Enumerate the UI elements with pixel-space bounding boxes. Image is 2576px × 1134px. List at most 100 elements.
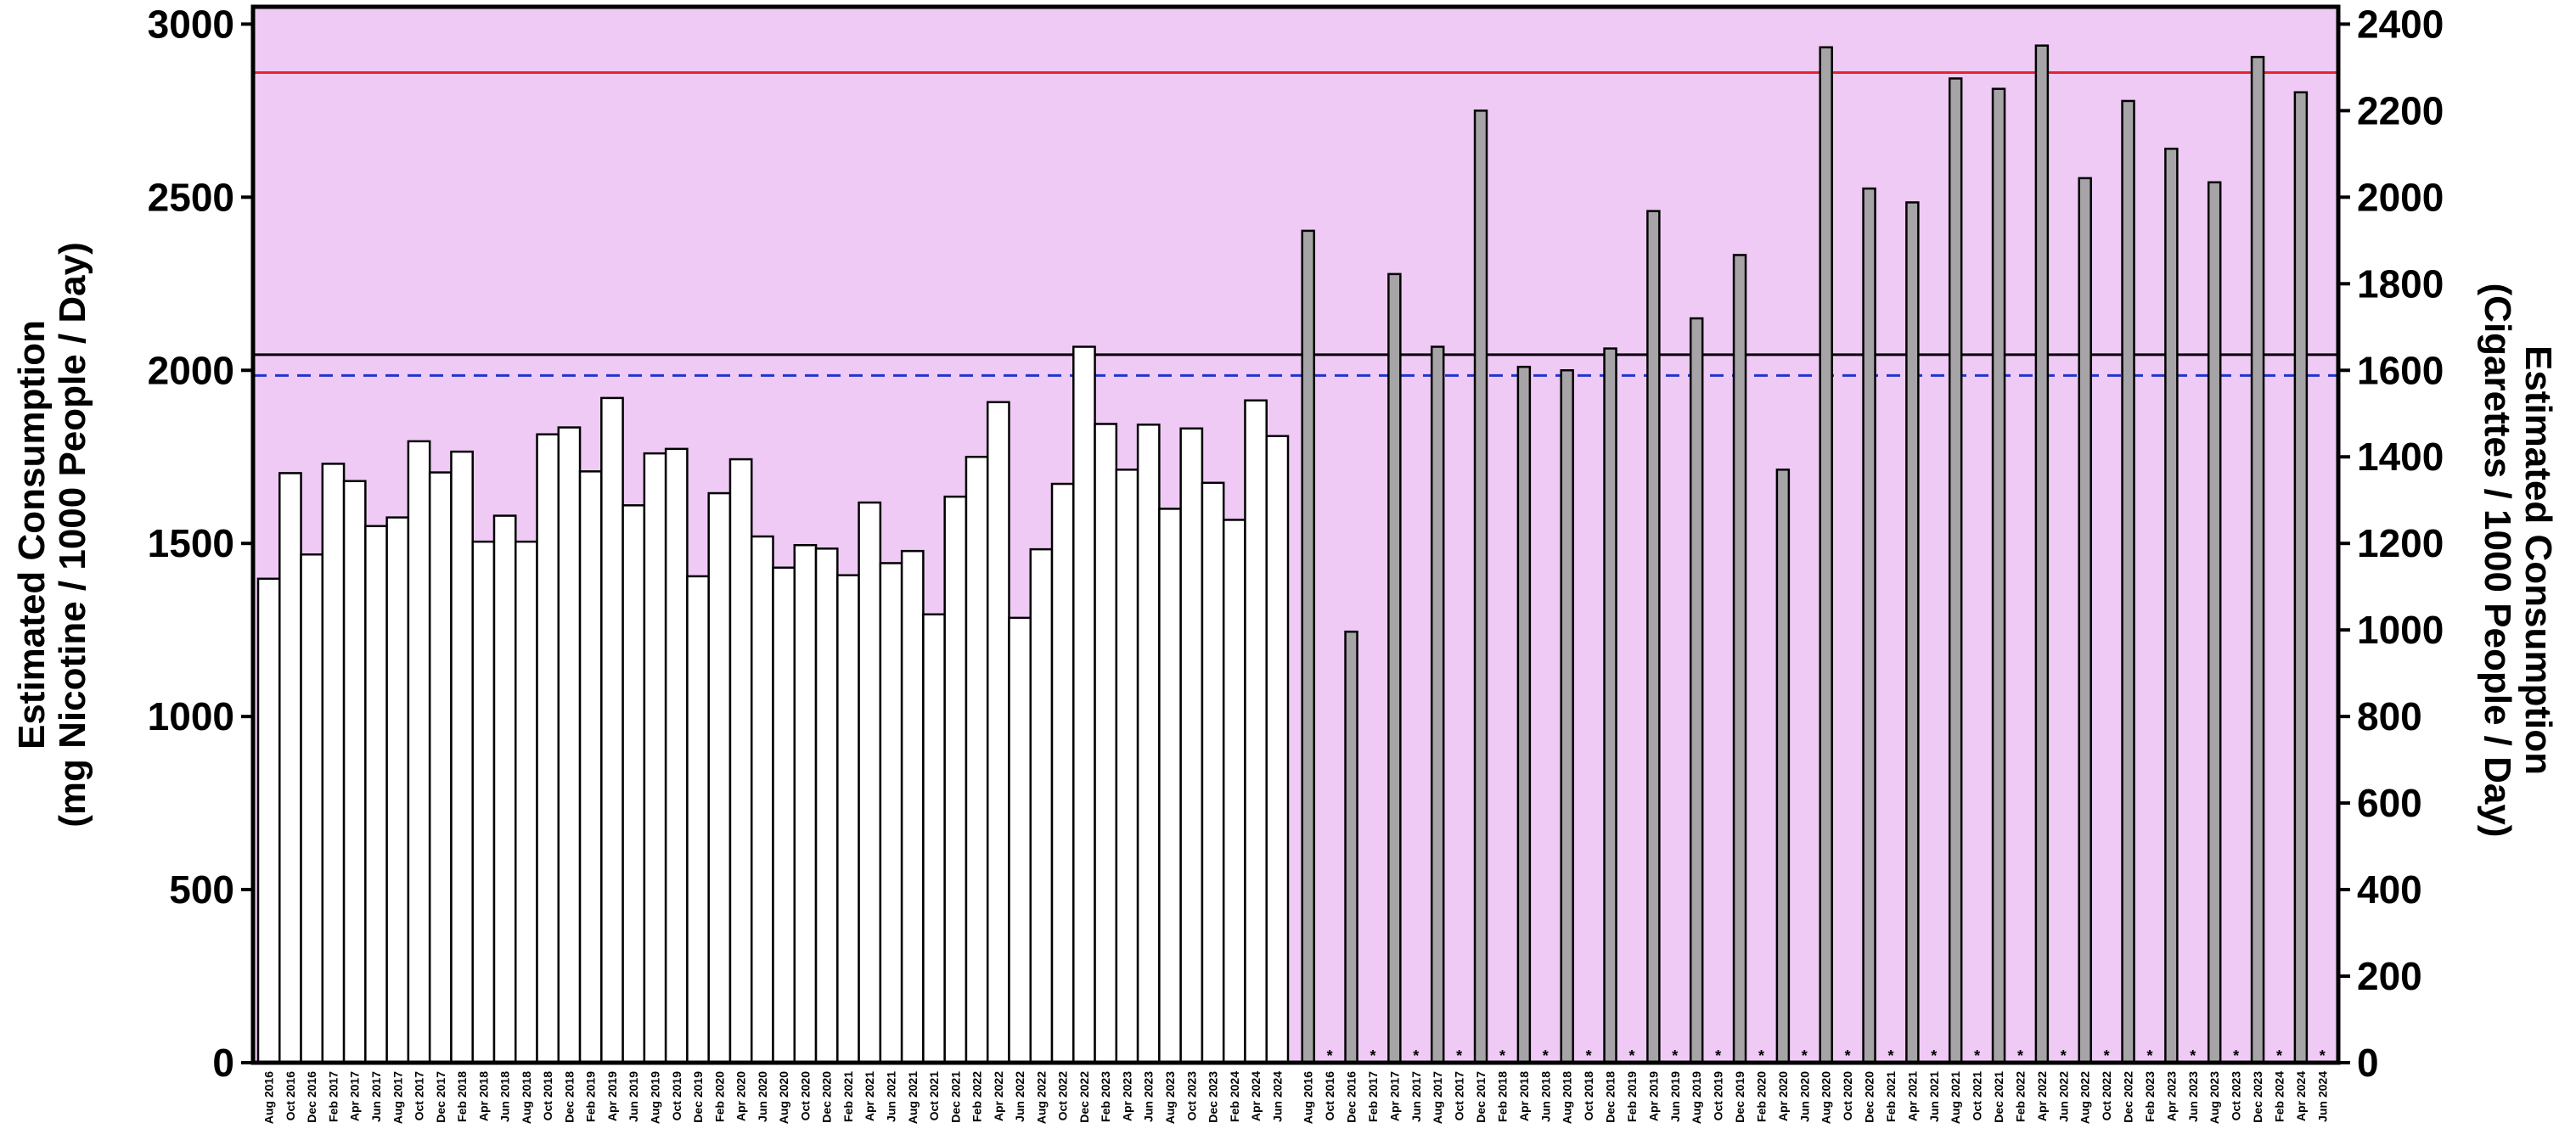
bar-series1-3 xyxy=(321,463,346,1064)
right-tick-label-600: 600 xyxy=(2357,781,2422,825)
bar-series1-40 xyxy=(1115,469,1139,1064)
x-tick-label-s2-37: Oct 2022 xyxy=(2100,1071,2113,1121)
significance-marker-19: * xyxy=(1715,1047,1721,1064)
x-tick-label-s1-20: Dec 2019 xyxy=(691,1071,705,1123)
x-tick-label-s1-30: Aug 2021 xyxy=(906,1071,920,1124)
bar-series2-38 xyxy=(2121,99,2135,1064)
x-tick-label-s1-14: Dec 2018 xyxy=(562,1071,576,1123)
x-tick-label-s1-9: Feb 2018 xyxy=(455,1071,469,1122)
bar-series1-35 xyxy=(1008,616,1032,1064)
x-tick-label-s2-40: Apr 2023 xyxy=(2164,1071,2178,1121)
bar-series1-10 xyxy=(471,540,496,1064)
right-axis: 0 200 400 600 800 1000 1200 1400 1600 1800 2000 220… xyxy=(2338,2,2444,1085)
x-tick-label-s2-17: Jun 2019 xyxy=(1668,1071,1682,1122)
bar-series1-6 xyxy=(385,516,410,1064)
x-tick-label-s2-27: Feb 2021 xyxy=(1884,1071,1898,1122)
bar-series1-31 xyxy=(922,613,946,1064)
x-tick-label-s2-24: Aug 2020 xyxy=(1820,1071,1833,1124)
x-tick-label-s1-21: Feb 2020 xyxy=(712,1071,726,1122)
x-tick-label-s1-6: Aug 2017 xyxy=(391,1071,404,1124)
x-tick-label-s2-14: Dec 2018 xyxy=(1604,1071,1617,1123)
x-tick-label-s1-34: Apr 2022 xyxy=(992,1071,1005,1121)
left-tick-label-2000: 2000 xyxy=(148,348,234,392)
bar-series1-39 xyxy=(1094,423,1118,1064)
significance-marker-5: * xyxy=(1413,1047,1419,1064)
x-tick-label-s2-11: Jun 2018 xyxy=(1538,1071,1552,1122)
bar-series1-22 xyxy=(728,458,753,1064)
bar-series1-33 xyxy=(965,455,989,1064)
x-tick-label-s2-20: Dec 2019 xyxy=(1733,1071,1746,1123)
significance-marker-25: * xyxy=(1845,1047,1851,1064)
bar-series1-28 xyxy=(858,501,882,1064)
x-tick-label-s2-3: Feb 2017 xyxy=(1366,1071,1380,1122)
bar-series2-42 xyxy=(2207,181,2222,1064)
significance-marker-7: * xyxy=(1456,1047,1462,1064)
x-tick-label-s2-38: Dec 2022 xyxy=(2122,1071,2135,1123)
x-tick-label-s1-24: Aug 2020 xyxy=(777,1071,790,1124)
bar-series2-34 xyxy=(2034,44,2050,1064)
x-tick-label-s2-46: Apr 2024 xyxy=(2294,1071,2308,1121)
significance-marker-1: * xyxy=(1327,1047,1333,1064)
significance-marker-29: * xyxy=(1931,1047,1937,1064)
bar-series1-41 xyxy=(1136,424,1161,1064)
x-tick-label-s2-34: Apr 2022 xyxy=(2035,1071,2049,1121)
significance-marker-9: * xyxy=(1499,1047,1505,1064)
bar-series1-5 xyxy=(364,525,388,1064)
significance-marker-41: * xyxy=(2190,1047,2196,1064)
bar-series1-26 xyxy=(814,547,839,1064)
bar-series1-18 xyxy=(643,452,667,1064)
x-tick-label-s1-28: Apr 2021 xyxy=(863,1071,876,1121)
right-tick-label-400: 400 xyxy=(2357,867,2422,912)
significance-marker-3: * xyxy=(1370,1047,1375,1064)
right-tick-label-1800: 1800 xyxy=(2357,261,2444,306)
x-tick-label-s2-4: Apr 2017 xyxy=(1387,1071,1401,1121)
bar-series1-23 xyxy=(750,535,774,1064)
right-tick-label-2400: 2400 xyxy=(2357,2,2444,46)
x-tick-label-s2-28: Apr 2021 xyxy=(1905,1071,1919,1121)
x-tick-label-s2-18: Aug 2019 xyxy=(1690,1071,1703,1124)
x-tick-labels: Aug 2016 Oct 2016 Dec 2016 Feb 2017 Apr 2017… xyxy=(262,1071,2330,1124)
bar-series1-2 xyxy=(300,553,324,1064)
x-tick-label-s1-15: Feb 2019 xyxy=(584,1071,598,1122)
bar-series2-30 xyxy=(1948,77,1963,1064)
left-tick-label-500: 500 xyxy=(169,867,234,912)
bar-series2-14 xyxy=(1603,347,1617,1064)
x-tick-label-s2-41: Jun 2023 xyxy=(2186,1071,2200,1122)
bar-markers: * * * * * * * * * * * * * * * * * * * * * * * * xyxy=(1327,1047,2326,1064)
x-tick-label-s2-30: Aug 2021 xyxy=(1949,1071,1962,1124)
x-tick-label-s2-7: Oct 2017 xyxy=(1453,1071,1466,1121)
x-tick-label-s1-41: Jun 2023 xyxy=(1142,1071,1156,1122)
bar-series1-42 xyxy=(1158,508,1182,1064)
x-tick-label-s2-5: Jun 2017 xyxy=(1409,1071,1423,1122)
bar-series1-29 xyxy=(879,562,903,1064)
bar-series1-8 xyxy=(428,471,453,1064)
significance-marker-27: * xyxy=(1887,1047,1893,1064)
x-tick-label-s2-12: Aug 2018 xyxy=(1561,1071,1574,1124)
left-tick-label-1500: 1500 xyxy=(148,521,234,565)
left-tick-label-1000: 1000 xyxy=(148,694,234,738)
bar-series2-10 xyxy=(1516,365,1532,1064)
significance-marker-45: * xyxy=(2276,1047,2282,1064)
bar-series1-38 xyxy=(1072,345,1096,1064)
x-tick-label-s1-10: Apr 2018 xyxy=(476,1071,490,1121)
bar-series1-19 xyxy=(664,447,689,1064)
x-tick-label-s2-23: Jun 2020 xyxy=(1797,1071,1811,1122)
right-tick-label-2200: 2200 xyxy=(2357,88,2444,132)
x-tick-label-s2-42: Aug 2023 xyxy=(2208,1071,2221,1124)
x-tick-label-s1-42: Aug 2023 xyxy=(1163,1071,1177,1124)
bar-series2-0 xyxy=(1301,229,1315,1064)
bar-series2-24 xyxy=(1819,46,1833,1064)
x-tick-label-s2-21: Feb 2020 xyxy=(1754,1071,1768,1122)
significance-marker-47: * xyxy=(2320,1047,2326,1064)
bar-series2-22 xyxy=(1775,469,1791,1064)
bar-series1-11 xyxy=(492,514,517,1064)
x-tick-label-s1-8: Dec 2017 xyxy=(434,1071,447,1123)
x-tick-label-s1-29: Jun 2021 xyxy=(884,1071,897,1122)
x-tick-label-s2-47: Jun 2024 xyxy=(2315,1071,2329,1122)
x-tick-label-s2-0: Aug 2016 xyxy=(1302,1071,1315,1124)
bar-series1-27 xyxy=(836,574,860,1064)
bar-series1-17 xyxy=(622,504,646,1064)
x-tick-label-s1-4: Apr 2017 xyxy=(348,1071,362,1121)
x-tick-label-s2-31: Oct 2021 xyxy=(1971,1071,1984,1121)
